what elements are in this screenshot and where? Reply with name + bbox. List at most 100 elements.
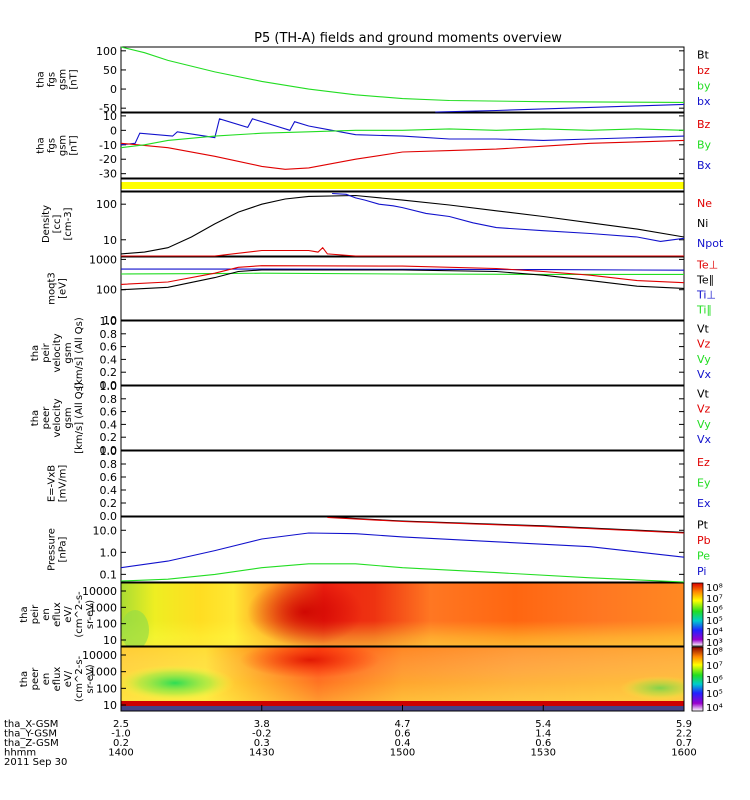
y-tick-label: 100: [96, 284, 117, 297]
y-axis-label: tha: [19, 606, 30, 622]
series-line-Te∥: [120, 269, 685, 291]
y-axis-label: velocity: [52, 333, 63, 372]
y-axis-label: fgs: [47, 138, 58, 153]
x-axis-tick-value: 1400: [108, 748, 133, 759]
chart-title: P5 (TH-A) fields and ground moments over…: [254, 31, 562, 46]
colorbar-tick-label: 10⁷: [706, 661, 723, 672]
y-tick-label: 0.6: [100, 341, 118, 354]
y-tick-label: 10: [103, 234, 117, 247]
legend-entry: Ez: [697, 456, 710, 469]
legend-entry: Pb: [697, 534, 711, 547]
series-line-by: [120, 46, 685, 103]
y-tick-label: 0: [110, 124, 117, 137]
panel-frame-8: [120, 516, 685, 583]
x-axis-tick-value: 1.4: [535, 729, 551, 740]
panel-frame-5: [120, 320, 685, 386]
panel-frame-1: [120, 112, 685, 179]
legend-entry: By: [697, 139, 712, 152]
legend-entry: Te∥: [696, 273, 714, 286]
quality-flag-bar: [121, 182, 684, 189]
y-tick-label: 0.2: [100, 431, 118, 444]
y-axis-label: fgs: [47, 72, 58, 87]
y-axis-label: [cc]: [52, 215, 63, 234]
y-axis-label: eflux: [52, 602, 63, 627]
y-axis-label: sr-eV): [85, 664, 96, 693]
y-axis-label: [cm-3]: [63, 207, 74, 240]
y-tick-label: 10000: [82, 585, 117, 598]
x-axis-tick-value: 5.4: [535, 719, 551, 730]
y-axis-label: moqt3: [47, 272, 58, 305]
legend-entry: Bx: [697, 159, 712, 172]
y-tick-label: 1000: [89, 666, 117, 679]
x-axis-row-label: tha_X-GSM: [4, 719, 58, 730]
legend-entry: Ti⊥: [696, 288, 716, 301]
x-axis-tick-value: 0.4: [395, 738, 411, 749]
series-line-Ti∥: [120, 272, 684, 275]
legend-entry: Pe: [697, 550, 710, 563]
legend-entry: Ne: [697, 197, 712, 210]
x-axis-row-label: tha_Y-GSM: [4, 729, 57, 740]
legend-entry: Ti∥: [696, 303, 712, 316]
colorbar-tick-label: 10³: [706, 638, 723, 649]
series-line-Npot: [332, 192, 685, 242]
panel-frame-9: [120, 582, 685, 647]
y-axis-label: sr-eV): [85, 600, 96, 629]
legend-entry: Vz: [697, 403, 711, 416]
colorbar-tick-label: 10⁴: [706, 627, 723, 638]
series-line-Bz: [120, 139, 685, 170]
y-axis-label: [nT]: [69, 135, 80, 155]
x-axis-row-label: hhmm: [4, 748, 36, 759]
panel-frame-6: [120, 385, 685, 451]
y-tick-label: 100: [96, 682, 117, 695]
y-tick-label: 0.2: [100, 497, 118, 510]
y-axis-label: [eV]: [58, 278, 69, 299]
y-tick-label: 0.4: [100, 418, 118, 431]
colorbar-tick-label: 10⁸: [706, 647, 723, 658]
y-tick-label: 1.0: [100, 445, 118, 458]
y-axis-label: peer: [41, 406, 52, 430]
legend-entry: Te⊥: [696, 258, 718, 271]
colorbar-electron: [691, 646, 704, 712]
series-line-Ne: [121, 246, 684, 257]
x-axis-tick-value: 5.9: [676, 719, 692, 730]
y-axis-label: [nT]: [69, 69, 80, 89]
series-line-Te⊥: [120, 265, 685, 285]
y-axis-label: [km/s] (All Qs): [74, 382, 85, 454]
colorbar-tick-label: 10⁶: [706, 605, 723, 616]
legend-entry: Pi: [697, 565, 706, 578]
y-tick-label: 0.0: [100, 510, 118, 523]
y-tick-label: 100: [96, 618, 117, 631]
colorbar-tick-label: 10⁸: [706, 583, 723, 594]
y-axis-label: Pressure: [47, 528, 58, 571]
y-tick-label: 0.1: [100, 568, 118, 581]
y-axis-label: gsm: [58, 69, 69, 90]
y-axis-label: tha: [19, 671, 30, 687]
panel-frame-0: [120, 46, 685, 113]
y-tick-label: 10: [103, 110, 117, 123]
legend-entry: Vy: [697, 418, 711, 431]
series-line-bx: [435, 103, 685, 113]
series-line-Ti⊥: [121, 268, 685, 271]
y-tick-label: -10: [99, 139, 117, 152]
legend-entry: Vt: [697, 387, 710, 400]
legend-entry: Vy: [697, 353, 711, 366]
y-axis-label: gsm: [58, 135, 69, 156]
y-axis-label: peir: [41, 342, 52, 362]
legend-entry: Ni: [697, 217, 708, 230]
y-tick-label: -50: [99, 102, 117, 115]
x-axis-tick-value: 0.6: [535, 738, 551, 749]
y-axis-label: en: [41, 673, 52, 686]
y-tick-label: 1.0: [100, 380, 118, 393]
colorbar-ion: [691, 582, 704, 647]
series-line-Ni: [120, 194, 685, 255]
colorbar-tick-label: 10⁴: [706, 703, 723, 714]
y-tick-label: 10: [103, 634, 117, 647]
legend-entry: Ey: [697, 477, 711, 490]
x-axis-tick-value: -0.2: [252, 729, 272, 740]
y-tick-label: 50: [103, 64, 117, 77]
y-tick-label: 0.8: [100, 328, 118, 341]
x-axis-tick-value: 1500: [390, 748, 415, 759]
panel-frame-7: [120, 450, 685, 517]
